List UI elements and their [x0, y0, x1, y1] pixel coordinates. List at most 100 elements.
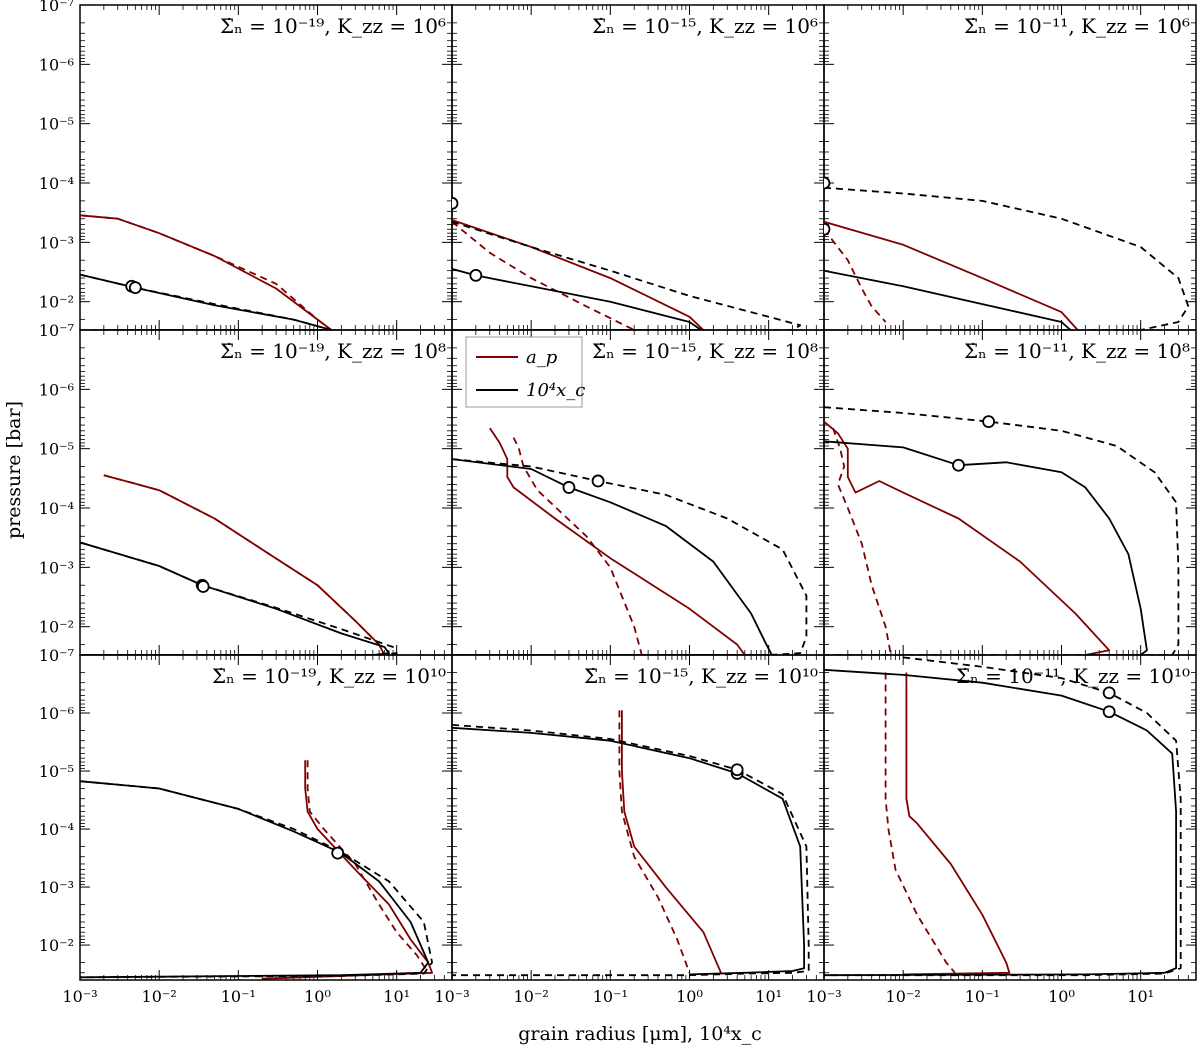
xc-dashed-line	[80, 273, 333, 330]
xc-solid-line	[824, 269, 1072, 330]
panel-title: Σ̇ₙ = 10⁻¹⁵, K_zz = 10¹⁰	[584, 664, 818, 688]
ap-dashed-line	[306, 760, 429, 974]
xc-solid-line	[452, 458, 773, 655]
ap-solid-line	[903, 672, 1011, 976]
panel-4: Σ̇ₙ = 10⁻¹⁵, K_zz = 10⁸	[451, 329, 825, 656]
y-tick-label: 10⁻⁴	[39, 499, 74, 518]
ap-dashed-line	[824, 228, 887, 323]
panel-frame	[823, 654, 1197, 981]
panel-plot-area	[452, 710, 810, 977]
panel-title: Σ̇ₙ = 10⁻¹⁹, K_zz = 10⁶	[220, 14, 446, 38]
panel-7: 10⁻³ 10⁻² 10⁻¹ 10⁰ 10¹ Σ̇ₙ = 10⁻¹⁵, K_zz = 10…	[434, 654, 825, 1006]
condensation-marker	[1102, 705, 1116, 719]
panel-frame	[451, 654, 825, 981]
xc-solid-line	[452, 726, 805, 976]
panel-3: 10⁻⁷ 10⁻⁶ 10⁻⁵ 10⁻⁴ 10⁻³ 10⁻² Σ̇ₙ = 10⁻¹⁹, K_z…	[39, 321, 453, 656]
panel-title: Σ̇ₙ = 10⁻¹⁵, K_zz = 10⁶	[592, 14, 818, 38]
condensation-marker	[952, 458, 965, 472]
ap-dashed-line	[103, 474, 386, 655]
condensation-marker	[196, 580, 210, 593]
panel-title: Σ̇ₙ = 10⁻¹¹, K_zz = 10⁸	[964, 339, 1190, 363]
y-tick-label: 10⁻³	[39, 878, 74, 897]
panel-plot-area	[824, 176, 1190, 330]
y-tick-label: 10⁻⁵	[39, 115, 74, 134]
x-tick-label: 10⁻¹	[593, 987, 628, 1006]
x-tick-label: 10⁻²	[142, 987, 177, 1006]
xc-dashed-line	[80, 780, 433, 979]
panel-plot-area	[452, 427, 808, 655]
ap-solid-line	[621, 710, 722, 974]
xc-dashed-line	[824, 186, 1190, 330]
y-tick-label: 10⁻³	[39, 558, 74, 577]
legend-xc-label: 10⁴x_c	[526, 380, 585, 401]
legend-ap-label: a_p	[526, 347, 558, 368]
y-tick-label: 10⁻²	[39, 618, 74, 637]
y-tick-label: 10⁻⁵	[39, 440, 74, 459]
x-tick-label: 10⁻³	[806, 987, 841, 1006]
x-tick-label: 10¹	[1127, 987, 1154, 1006]
x-tick-label: 10¹	[755, 987, 782, 1006]
y-tick-label: 10⁻⁵	[39, 762, 74, 781]
panel-8: 10⁻³ 10⁻² 10⁻¹ 10⁰ 10¹ Σ̇ₙ = 10⁻¹¹, K_zz = 10…	[806, 654, 1197, 1006]
x-tick-label: 10⁻¹	[965, 987, 1000, 1006]
condensation-marker	[591, 474, 605, 488]
ap-solid-line	[824, 220, 1079, 330]
ap-solid-line	[824, 420, 1111, 655]
panel-0: 10⁻⁷ 10⁻⁶ 10⁻⁵ 10⁻⁴ 10⁻³ 10⁻² Σ̇ₙ = 10⁻¹⁹, K_z…	[39, 0, 453, 331]
panel-title: Σ̇ₙ = 10⁻¹⁹, K_zz = 10⁸	[220, 339, 446, 363]
xc-solid-line	[80, 780, 430, 979]
panel-plot-area	[80, 214, 333, 330]
y-tick-label: 10⁻⁷	[39, 0, 74, 15]
xc-dashed-line	[824, 406, 1180, 655]
x-tick-label: 10⁻¹	[221, 987, 256, 1006]
panel-title: Σ̇ₙ = 10⁻¹⁵, K_zz = 10⁸	[592, 339, 818, 363]
ap-solid-line	[452, 219, 705, 330]
condensation-marker	[128, 281, 142, 295]
y-tick-label: 10⁻⁶	[39, 380, 74, 399]
y-tick-label: 10⁻⁴	[39, 820, 74, 839]
xc-solid-line	[824, 440, 1148, 655]
y-tick-label: 10⁻⁶	[39, 704, 74, 723]
ap-dashed-line	[452, 221, 635, 330]
ap-dashed-line	[832, 427, 892, 655]
panel-plot-area	[452, 196, 802, 330]
xc-dashed-line	[824, 656, 1182, 977]
x-tick-label: 10⁻³	[434, 987, 469, 1006]
y-tick-label: 10⁻²	[39, 293, 74, 312]
condensation-marker	[824, 176, 831, 190]
y-tick-label: 10⁻⁶	[39, 55, 74, 74]
condensation-marker	[1102, 686, 1116, 700]
panel-plot-area	[824, 406, 1180, 655]
y-tick-label: 10⁻⁷	[39, 646, 74, 665]
ap-solid-line	[80, 214, 332, 330]
ap-solid-line	[489, 427, 746, 655]
y-tick-label: 10⁻⁴	[39, 174, 74, 193]
y-tick-label: 10⁻⁷	[39, 321, 74, 340]
condensation-marker	[331, 846, 345, 860]
ap-solid-line	[262, 760, 433, 980]
xc-dashed-line	[452, 458, 808, 655]
xc-solid-line	[80, 541, 390, 655]
condensation-marker	[452, 196, 459, 210]
condensation-marker	[982, 415, 996, 429]
legend-box	[465, 336, 583, 408]
x-axis-label: grain radius [μm], 10⁴x_c	[518, 1023, 762, 1045]
panel-plot-area	[824, 656, 1182, 977]
ap-dashed-line	[618, 710, 691, 974]
xc-dashed-line	[452, 724, 810, 977]
ap-dashed-line	[884, 672, 956, 974]
x-tick-label: 10⁰	[1048, 987, 1075, 1006]
panel-1: Σ̇ₙ = 10⁻¹⁵, K_zz = 10⁶	[451, 4, 825, 331]
ap-solid-line	[103, 474, 386, 655]
x-tick-label: 10¹	[383, 987, 410, 1006]
x-tick-label: 10⁰	[676, 987, 703, 1006]
panel-title: Σ̇ₙ = 10⁻¹⁹, K_zz = 10¹⁰	[212, 664, 446, 688]
panel-plot-area	[80, 760, 433, 980]
legend: a_p 10⁴x_c	[465, 336, 585, 408]
condensation-marker	[824, 222, 831, 236]
y-tick-label: 10⁻²	[39, 936, 74, 955]
y-tick-label: 10⁻³	[39, 233, 74, 252]
xc-solid-line	[452, 268, 702, 330]
xc-dashed-line	[452, 220, 802, 330]
